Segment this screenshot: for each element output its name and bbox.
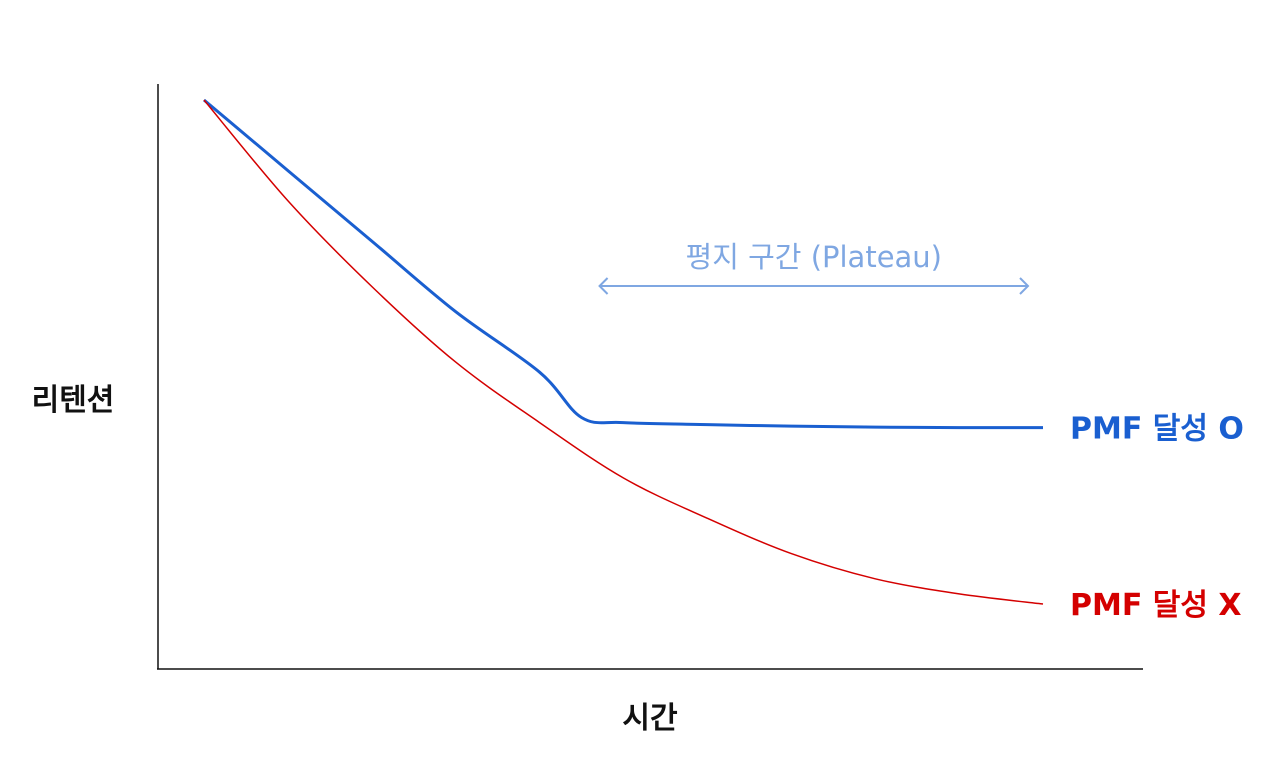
series-label-pmf-not-achieved: PMF 달성 X [1070,588,1242,623]
y-axis-title: 리텐션 [32,383,115,418]
x-axis-title: 시간 [622,701,678,736]
plateau-annotation-label: 평지 구간 (Plateau) [686,240,942,274]
series-line-pmf-not-achieved [203,99,1044,605]
series-label-pmf-achieved: PMF 달성 O [1070,412,1244,447]
plateau-annotation: 평지 구간 (Plateau) [598,240,1030,295]
series-line-pmf-achieved [203,98,1044,430]
plateau-bracket [598,277,1030,295]
